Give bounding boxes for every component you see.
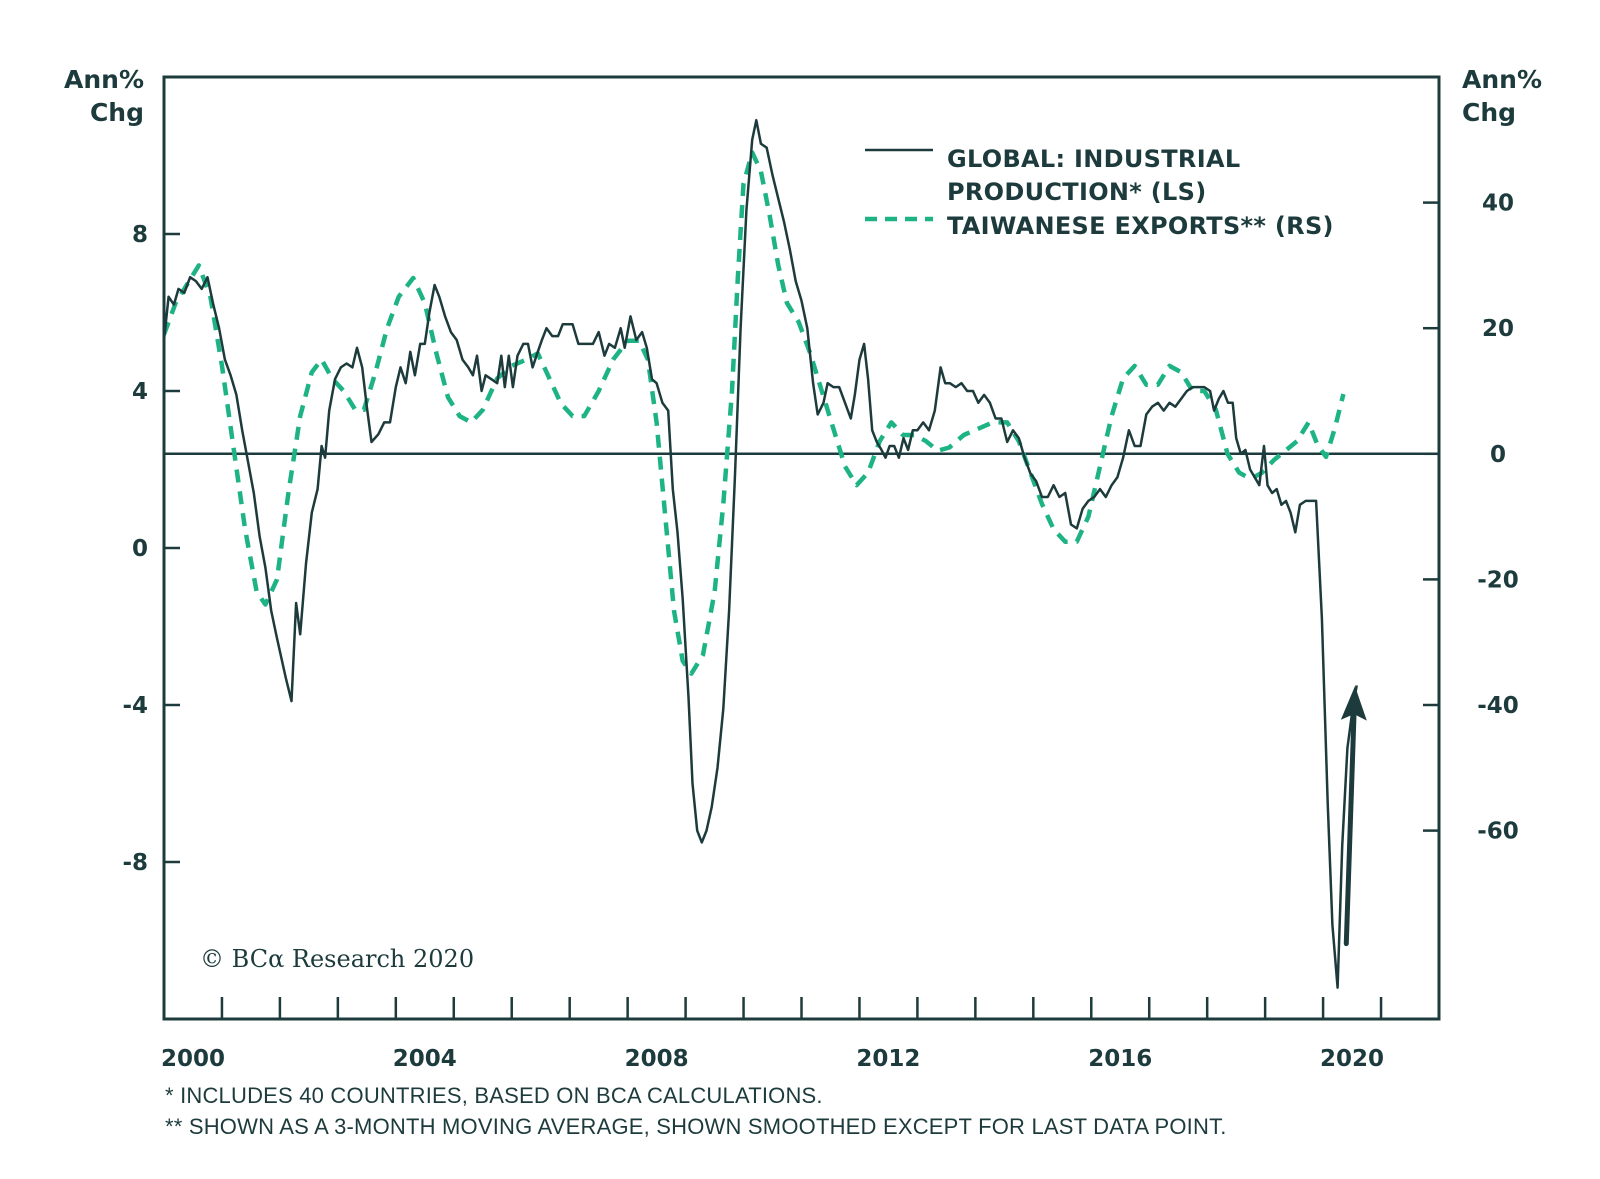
x-axis-tick-label: 2016 [1088, 1046, 1152, 1072]
left-axis-tick-label: 0 [132, 536, 148, 562]
legend: GLOBAL: INDUSTRIAL PRODUCTION* (LS) TAIW… [865, 145, 1334, 240]
legend-label-taiwan-exports: TAIWANESE EXPORTS** (RS) [947, 212, 1334, 240]
right-axis-tick-label: -40 [1477, 693, 1519, 719]
rebound-arrow [1340, 686, 1367, 947]
series-line-taiwanese-exports [164, 150, 1346, 676]
x-axis-tick-label: 2008 [625, 1046, 689, 1072]
series-line-global-industrial-production [164, 118, 1358, 989]
legend-label-global-ip-line1: GLOBAL: INDUSTRIAL [947, 145, 1240, 173]
footnote-1: * INCLUDES 40 COUNTRIES, BASED ON BCA CA… [165, 1083, 823, 1108]
right-axis-title-line2: Chg [1462, 98, 1516, 127]
arrow-head [1340, 686, 1367, 721]
right-axis-title-line1: Ann% [1462, 65, 1542, 94]
left-axis-tick-label: 4 [132, 379, 148, 405]
left-axis-tick-label: -8 [122, 850, 148, 876]
left-axis-tick-label: 8 [132, 222, 148, 248]
right-axis-tick-label: -60 [1477, 819, 1519, 845]
right-axis-tick-label: 0 [1490, 442, 1506, 468]
x-axis-tick-label: 2012 [856, 1046, 920, 1072]
x-axis-tick-label: 2000 [161, 1046, 225, 1072]
right-axis-tick-label: -20 [1477, 567, 1519, 593]
x-axis-tick-label: 2004 [393, 1046, 457, 1072]
left-axis-tick-label: -4 [122, 693, 148, 719]
x-axis-tick-label: 2020 [1320, 1046, 1384, 1072]
copyright-source: © BCα Research 2020 [200, 945, 474, 973]
left-axis-title-line1: Ann% [64, 65, 144, 94]
left-axis-title-line2: Chg [90, 98, 144, 127]
right-axis-tick-label: 20 [1482, 316, 1514, 342]
right-axis-tick-label: 40 [1482, 191, 1514, 217]
arrow-shaft [1343, 713, 1357, 947]
footnote-2: ** SHOWN AS A 3-MONTH MOVING AVERAGE, SH… [165, 1114, 1227, 1139]
legend-label-global-ip-line2: PRODUCTION* (LS) [947, 178, 1207, 206]
